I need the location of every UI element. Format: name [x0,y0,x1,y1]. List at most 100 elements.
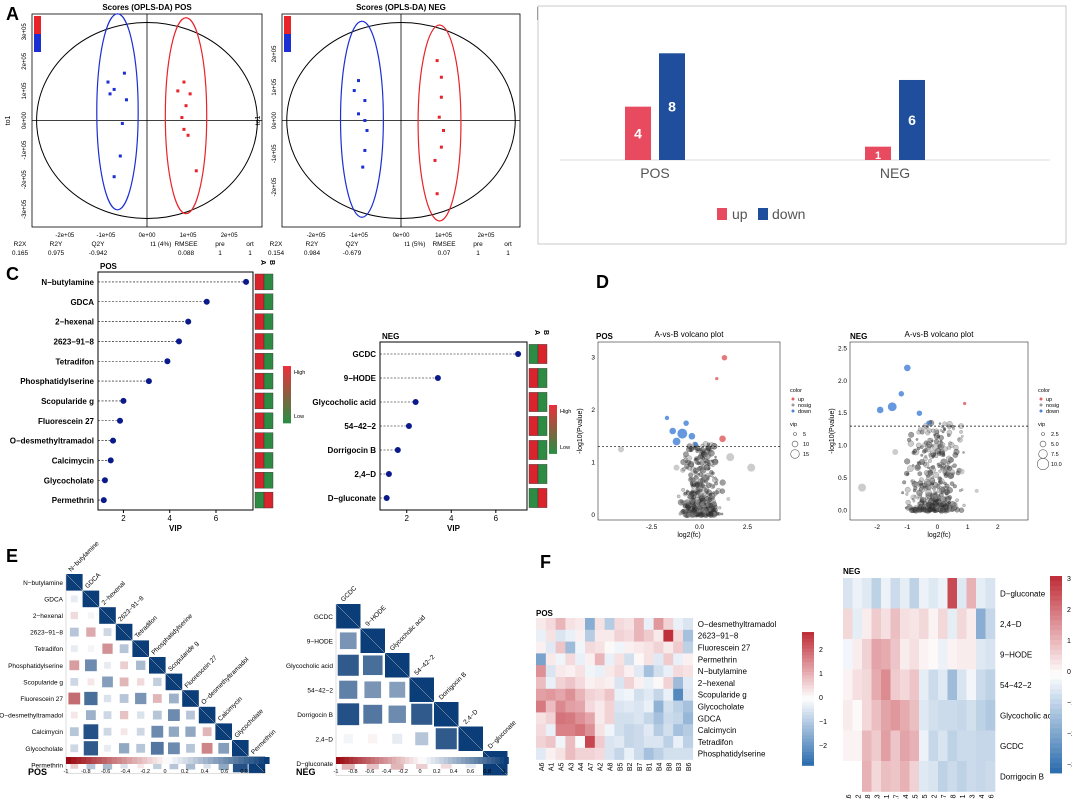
corr-cell [103,711,112,720]
vip-point [101,477,108,484]
nosig-point [952,463,957,468]
legend-gradient-cell [802,712,814,716]
nosig-point [951,424,955,429]
heat-row-label: Permethrin [698,655,737,664]
corr-cell [202,727,212,737]
nosig-point [681,509,685,512]
cell-b [263,313,274,330]
row-label: O−desmethyltramadol [0,713,64,720]
heat-cell [976,669,986,701]
heat-cell [843,700,853,731]
legend-gradient-cell [1050,625,1062,631]
col-head-a: A [533,330,540,335]
legend-gradient-cell [802,745,814,750]
heat-col-label: A8 [608,762,615,771]
sig-point-down [904,364,911,372]
legend-gradient-cell [1050,674,1062,680]
nosig-point [940,496,946,502]
corr-cell [103,694,112,703]
nosig-point [720,512,724,516]
nosig-point [698,465,705,472]
stats-label: R2X [14,241,27,248]
stats-value: 0.154 [268,250,285,257]
heat-cell [594,700,605,713]
heat-cell [643,677,654,690]
stats-label: Q2Y [91,241,105,248]
heat-cell [985,639,996,670]
heat-col-label: A3 [568,762,575,771]
nosig-point [927,466,930,470]
confidence-ellipse [36,22,258,219]
metabolite-label: GDCA [70,298,94,307]
cell-a [254,452,265,469]
heat-cell [890,639,901,670]
corr-cell [339,632,357,650]
heat-cell [604,700,615,713]
corr-cell [136,743,146,753]
legend-gradient-cell [283,397,291,401]
legend-gradient-cell [66,757,72,764]
nosig-point [919,477,924,483]
nosig-point [691,508,698,515]
heat-col-label: A8 [865,794,872,799]
nosig-point [708,493,712,497]
legend-tick: 2 [1067,607,1071,614]
nosig-point [934,430,940,435]
stats-value: 0.975 [48,250,65,257]
metabolite-label: 2,4−D [354,470,376,479]
legend-gradient-cell [336,757,341,764]
nosig-point [940,504,946,510]
nosig-point [698,495,705,502]
nosig-point [705,445,712,452]
nosig-point [926,508,931,513]
nosig-point [695,493,701,498]
legend-gradient-cell [157,757,163,764]
heat-cell [643,712,654,725]
nosig-point [936,488,942,494]
nosig-point [696,448,700,452]
nosig-point [698,482,702,486]
legend-tick: 2 [819,647,823,654]
legend-gradient-cell [283,402,291,407]
stats-label: R2Y [306,241,319,248]
group-a-point [363,148,367,152]
corr-cell [135,692,147,705]
nosig-point [926,475,931,480]
corr-cell [137,761,145,769]
metabolite-label: Dorrigocin B [328,446,377,455]
nosig-point [699,511,704,516]
legend-gradient-cell [81,757,87,764]
heat-cell [673,665,684,678]
metabolite-label: Glycocholic acid [312,398,376,407]
heat-col-label: A4 [903,794,910,799]
heat-col-label: A3 [874,794,881,799]
nosig-point [688,477,693,481]
heat-cell [634,688,645,701]
nosig-point [913,486,918,491]
nosig-point [699,455,704,459]
nosig-point [714,481,718,486]
legend-gradient-cell [283,368,291,373]
legend-gradient-cell [1050,699,1062,705]
nosig-point [937,507,943,513]
legend-gradient-cell [802,728,814,733]
nosig-point [708,449,715,457]
nosig-point [942,453,946,457]
nosig-point [931,428,936,433]
nosig-point [909,507,915,513]
heat-cell [614,629,625,642]
nosig-point [681,488,685,492]
cell-a [528,344,539,364]
heat-cell [536,629,547,642]
nosig-point [908,431,915,438]
legend-gradient-cell [400,757,406,764]
stats-label: RMSEE [432,241,456,248]
nosig-point [694,470,698,474]
legend-tick: 0 [163,769,166,775]
nosig-point [938,480,941,483]
heat-col-label: B5 [617,762,624,771]
legend-gradient-cell [549,409,557,413]
heat-cell [614,677,625,690]
heat-cell [928,761,939,792]
